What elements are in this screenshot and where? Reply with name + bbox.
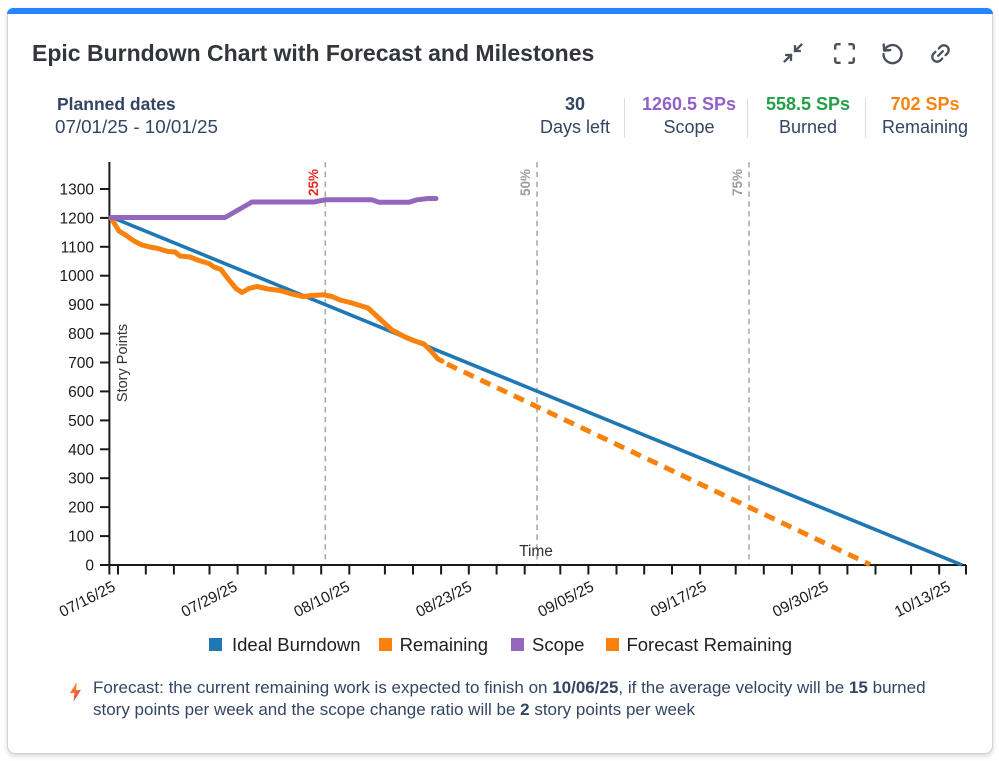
svg-text:300: 300 — [68, 471, 94, 488]
svg-text:0: 0 — [85, 558, 94, 575]
svg-text:Story Points: Story Points — [115, 324, 131, 402]
svg-text:1000: 1000 — [60, 268, 95, 285]
svg-text:08/23/25: 08/23/25 — [413, 578, 474, 621]
svg-text:200: 200 — [68, 500, 94, 517]
svg-text:10/13/25: 10/13/25 — [892, 578, 953, 621]
svg-text:75%: 75% — [730, 169, 745, 196]
svg-text:07/16/25: 07/16/25 — [57, 578, 118, 621]
svg-text:09/17/25: 09/17/25 — [648, 578, 709, 621]
svg-text:08/10/25: 08/10/25 — [291, 578, 352, 621]
svg-text:1300: 1300 — [60, 182, 95, 199]
svg-text:09/05/25: 09/05/25 — [535, 578, 596, 621]
svg-text:100: 100 — [68, 529, 94, 546]
svg-text:900: 900 — [68, 297, 94, 314]
svg-text:07/29/25: 07/29/25 — [179, 578, 240, 621]
svg-text:1200: 1200 — [60, 210, 95, 227]
svg-text:09/30/25: 09/30/25 — [770, 578, 831, 621]
svg-text:800: 800 — [68, 326, 94, 343]
svg-text:700: 700 — [68, 355, 94, 372]
svg-text:Time: Time — [519, 543, 553, 560]
svg-text:1100: 1100 — [61, 239, 95, 256]
svg-text:500: 500 — [68, 413, 94, 430]
svg-text:600: 600 — [68, 384, 94, 401]
svg-text:400: 400 — [68, 442, 94, 459]
svg-text:25%: 25% — [306, 169, 321, 196]
svg-text:50%: 50% — [518, 169, 533, 196]
